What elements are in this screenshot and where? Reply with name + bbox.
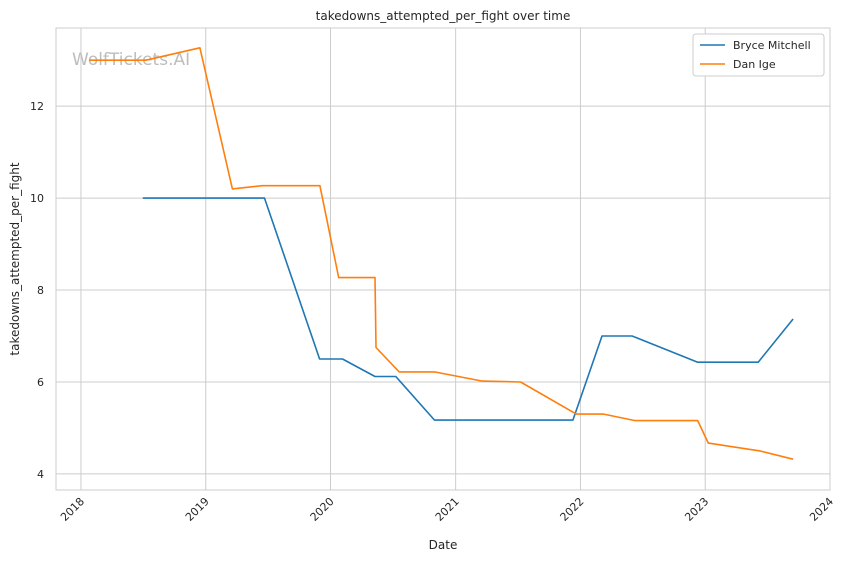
data-point <box>342 358 344 360</box>
data-point <box>601 335 603 337</box>
data-point <box>792 458 794 460</box>
x-tick-label: 2024 <box>807 495 836 524</box>
data-point <box>374 376 376 378</box>
x-axis-title: Date <box>429 538 458 552</box>
data-point <box>434 419 436 421</box>
data-point <box>374 277 376 279</box>
plot-frame <box>55 27 831 491</box>
data-point <box>603 413 605 415</box>
data-point <box>145 59 147 61</box>
data-point <box>375 347 377 349</box>
x-tick-label: 2023 <box>682 495 711 524</box>
legend: Bryce Mitchell Dan Ige <box>692 33 825 77</box>
data-point <box>697 361 699 363</box>
data-point <box>575 413 577 415</box>
data-point <box>520 381 522 383</box>
data-point <box>434 371 436 373</box>
data-point <box>398 371 400 373</box>
x-tick-label: 2019 <box>183 495 212 524</box>
x-tick-label: 2020 <box>308 495 337 524</box>
y-axis-title: takedowns_attempted_per_fight <box>8 162 22 355</box>
data-point <box>142 197 144 199</box>
data-point <box>261 185 263 187</box>
data-point <box>631 335 633 337</box>
data-point <box>707 442 709 444</box>
legend-box <box>692 33 825 77</box>
legend-label-bryce-mitchell: Bryce Mitchell <box>733 39 811 52</box>
data-point <box>634 420 636 422</box>
data-point <box>481 380 483 382</box>
data-point <box>88 59 90 61</box>
x-tick-label: 2021 <box>433 495 462 524</box>
y-tick-labels: 4 6 8 10 12 <box>30 100 44 481</box>
y-tick-label: 6 <box>37 376 44 389</box>
data-point <box>792 318 794 320</box>
data-point <box>759 450 761 452</box>
chart-title: takedowns_attempted_per_fight over time <box>316 9 571 23</box>
y-tick-label: 4 <box>37 468 44 481</box>
x-tick-labels: 2018 2019 2020 2021 2022 2023 2024 <box>58 495 836 524</box>
data-point <box>572 419 574 421</box>
x-tick-label: 2018 <box>58 495 87 524</box>
data-point <box>231 188 233 190</box>
data-point <box>264 197 266 199</box>
y-tick-label: 10 <box>30 192 44 205</box>
data-point <box>319 185 321 187</box>
series-layer <box>88 46 794 460</box>
data-point <box>697 420 699 422</box>
legend-label-dan-ige: Dan Ige <box>733 58 776 71</box>
y-tick-label: 8 <box>37 284 44 297</box>
data-point <box>319 358 321 360</box>
data-point <box>199 47 201 49</box>
data-point <box>395 376 397 378</box>
data-point <box>338 277 340 279</box>
x-tick-label: 2022 <box>558 495 587 524</box>
series-line-dan-ige <box>89 46 794 460</box>
y-tick-label: 12 <box>30 100 44 113</box>
series-line-bryce-mitchell <box>142 197 794 421</box>
data-point <box>757 361 759 363</box>
